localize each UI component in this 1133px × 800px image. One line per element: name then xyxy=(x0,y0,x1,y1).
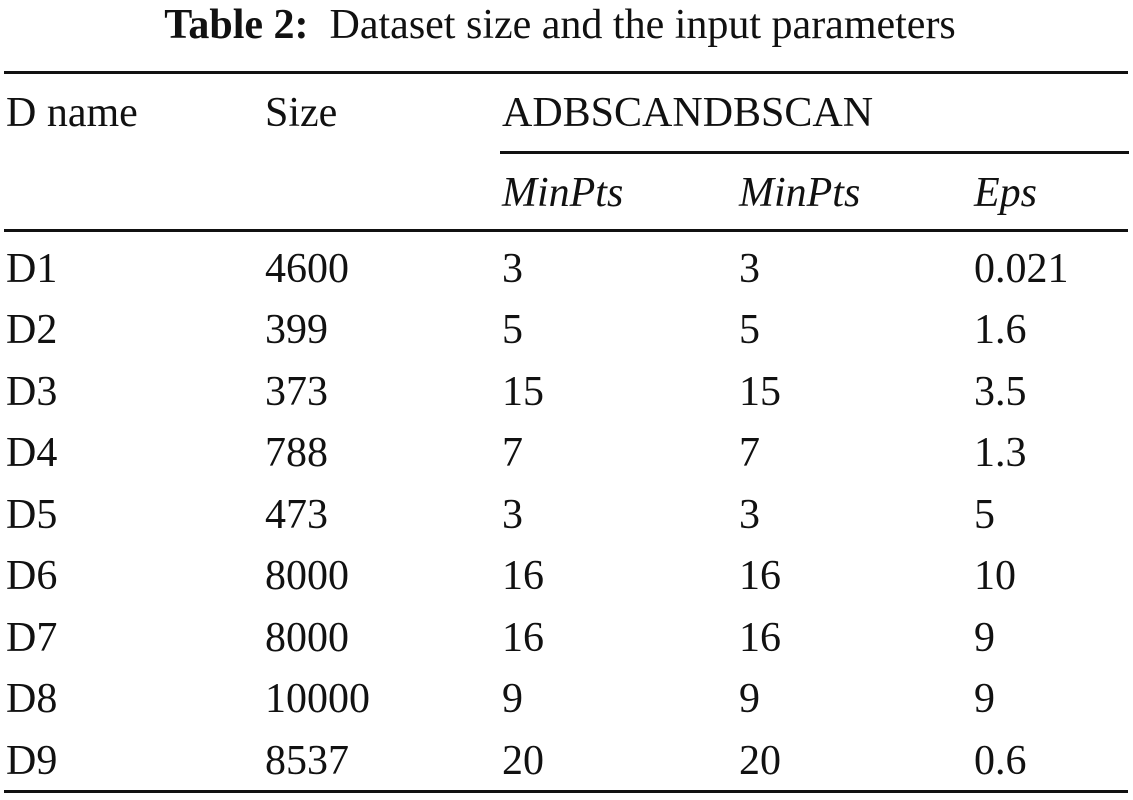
cell-name: D3 xyxy=(6,369,58,415)
cell-dbscan-minpts: 15 xyxy=(739,369,781,415)
cell-dbscan-minpts: 20 xyxy=(739,738,781,784)
cell-dbscan-minpts: 3 xyxy=(739,492,760,538)
table-row: D8 10000 9 9 9 xyxy=(0,667,1133,728)
cell-adbscan-minpts: 16 xyxy=(502,615,544,661)
cell-adbscan-minpts: 7 xyxy=(502,430,523,476)
header-d-name: D name xyxy=(6,90,138,136)
cell-name: D6 xyxy=(6,553,58,599)
cell-dbscan-minpts: 16 xyxy=(739,553,781,599)
cell-adbscan-minpts: 3 xyxy=(502,492,523,538)
cell-size: 4600 xyxy=(265,246,349,292)
cell-name: D8 xyxy=(6,676,58,722)
cell-size: 8000 xyxy=(265,615,349,661)
cell-size: 399 xyxy=(265,307,328,353)
table-row: D9 8537 20 20 0.6 xyxy=(0,729,1133,790)
cell-name: D2 xyxy=(6,307,58,353)
cell-dbscan-minpts: 9 xyxy=(739,676,760,722)
table-row: D3 373 15 15 3.5 xyxy=(0,360,1133,421)
cell-eps: 10 xyxy=(974,553,1016,599)
cell-eps: 0.021 xyxy=(974,246,1069,292)
table-caption: Table 2: Dataset size and the input para… xyxy=(0,0,1120,50)
cell-adbscan-minpts: 9 xyxy=(502,676,523,722)
cell-size: 373 xyxy=(265,369,328,415)
table-row: D5 473 3 3 5 xyxy=(0,483,1133,544)
cell-eps: 1.3 xyxy=(974,430,1027,476)
cell-adbscan-minpts: 16 xyxy=(502,553,544,599)
caption-label: Table 2: xyxy=(164,2,309,48)
cell-eps: 9 xyxy=(974,676,995,722)
header-rule xyxy=(4,229,1128,232)
cell-adbscan-minpts: 20 xyxy=(502,738,544,784)
cell-size: 473 xyxy=(265,492,328,538)
cell-dbscan-minpts: 16 xyxy=(739,615,781,661)
top-rule xyxy=(4,71,1128,74)
caption-text: Dataset size and the input parameters xyxy=(329,2,956,48)
header-group: ADBSCANDBSCAN xyxy=(502,90,874,136)
table-row: D1 4600 3 3 0.021 xyxy=(0,237,1133,298)
header-dbscan-minpts: MinPts xyxy=(739,170,861,216)
cell-eps: 9 xyxy=(974,615,995,661)
table-row: D6 8000 16 16 10 xyxy=(0,544,1133,605)
cell-name: D7 xyxy=(6,615,58,661)
cell-name: D1 xyxy=(6,246,58,292)
cell-eps: 1.6 xyxy=(974,307,1027,353)
cell-eps: 0.6 xyxy=(974,738,1027,784)
cell-adbscan-minpts: 5 xyxy=(502,307,523,353)
cell-adbscan-minpts: 3 xyxy=(502,246,523,292)
table-row: D7 8000 16 16 9 xyxy=(0,606,1133,667)
cell-adbscan-minpts: 15 xyxy=(502,369,544,415)
cell-dbscan-minpts: 7 xyxy=(739,430,760,476)
cell-size: 788 xyxy=(265,430,328,476)
cell-size: 8537 xyxy=(265,738,349,784)
table-row: D4 788 7 7 1.3 xyxy=(0,421,1133,482)
cell-dbscan-minpts: 3 xyxy=(739,246,760,292)
cell-name: D9 xyxy=(6,738,58,784)
cell-size: 10000 xyxy=(265,676,370,722)
cell-size: 8000 xyxy=(265,553,349,599)
cell-dbscan-minpts: 5 xyxy=(739,307,760,353)
group-rule xyxy=(500,151,1129,154)
header-eps: Eps xyxy=(974,170,1037,216)
header-size: Size xyxy=(265,90,338,136)
cell-name: D4 xyxy=(6,430,58,476)
cell-eps: 5 xyxy=(974,492,995,538)
cell-eps: 3.5 xyxy=(974,369,1027,415)
cell-name: D5 xyxy=(6,492,58,538)
bottom-rule xyxy=(4,790,1128,793)
header-adbscan-minpts: MinPts xyxy=(502,170,624,216)
table-row: D2 399 5 5 1.6 xyxy=(0,298,1133,359)
